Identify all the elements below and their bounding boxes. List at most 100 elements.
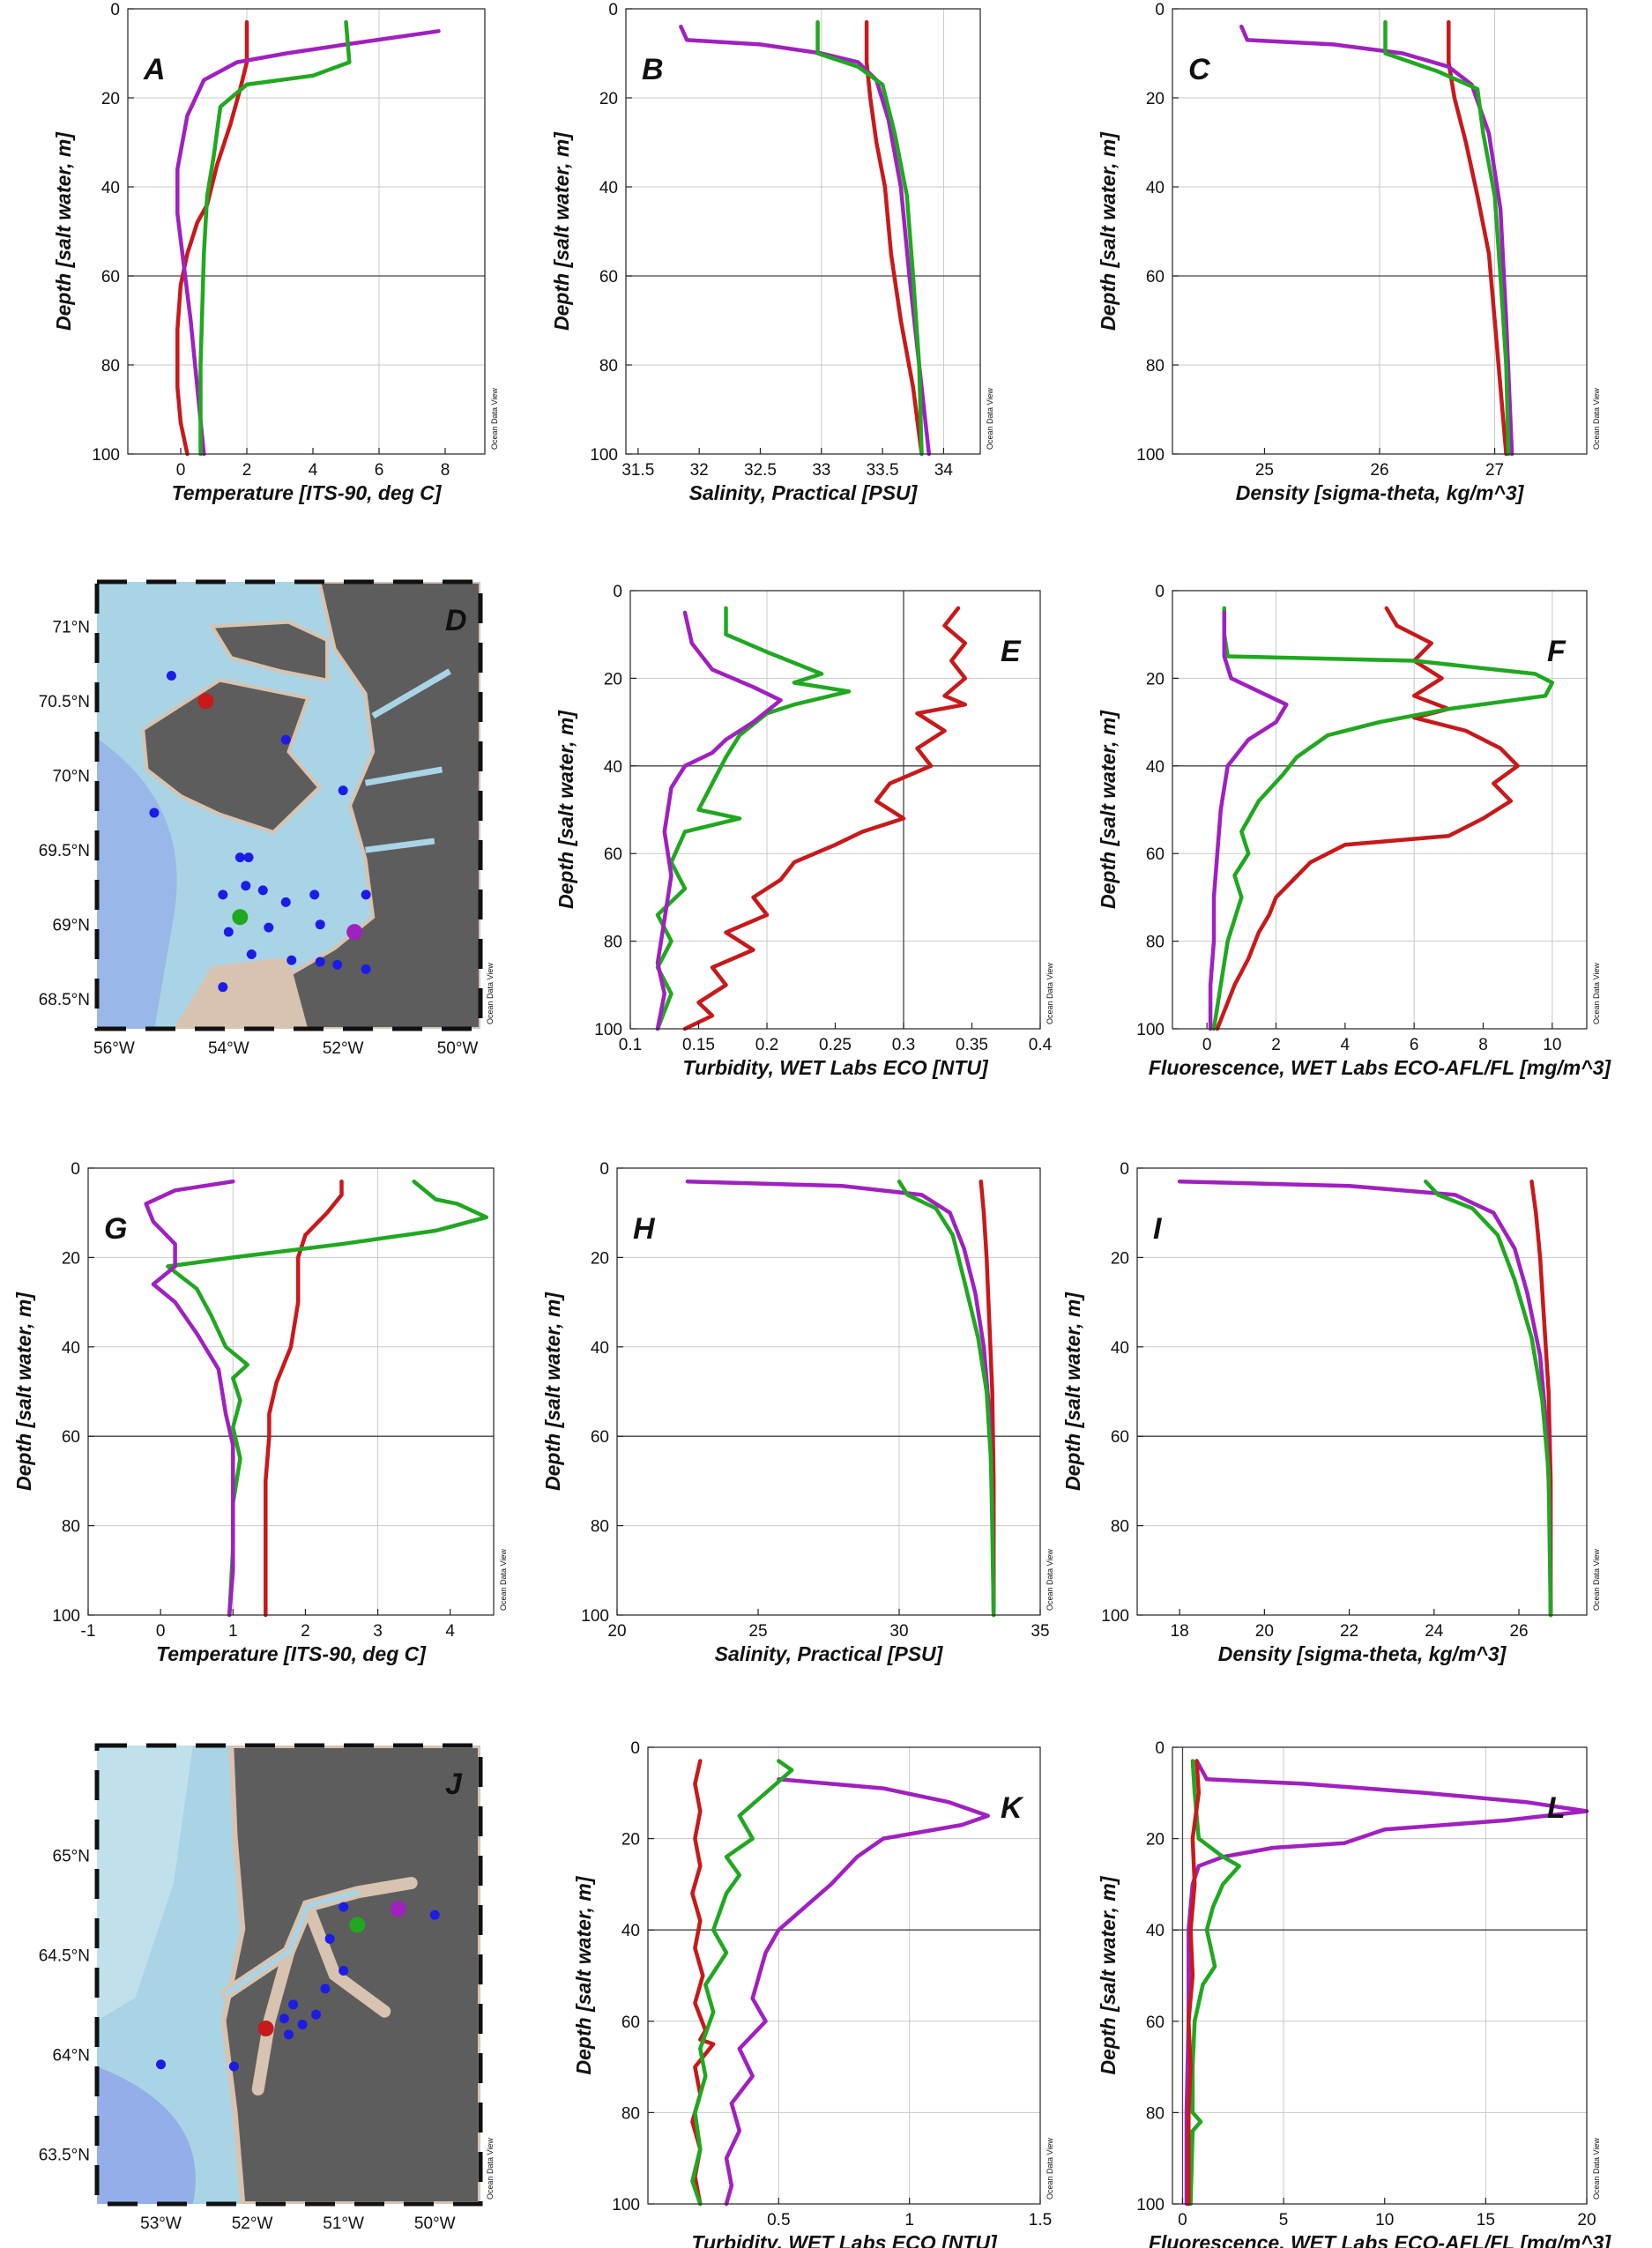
y-tick-label: 60 — [599, 268, 618, 287]
series-line-h-2 — [897, 1179, 996, 1618]
x-tick-label: 35 — [1031, 1622, 1049, 1641]
odv-label: Ocean Data View — [486, 963, 495, 1024]
x-tick-label: 26 — [1370, 461, 1388, 480]
x-tick-label: 32.5 — [744, 461, 777, 480]
station-marker-blue — [324, 1933, 335, 1944]
panel-letter: K — [1001, 1791, 1024, 1825]
plot-frame — [1172, 1746, 1588, 2205]
series-line-c-1 — [1239, 24, 1514, 457]
station-marker-blue — [241, 881, 251, 891]
x-tick-label: 26 — [1509, 1622, 1528, 1641]
x-tick-label: 0.15 — [682, 1036, 715, 1054]
y-tick-label: 60 — [1111, 1428, 1129, 1447]
station-marker-blue — [297, 2020, 308, 2030]
station-marker-blue — [218, 890, 228, 900]
series-line-a-0 — [175, 19, 249, 457]
y-tick-label: 20 — [604, 670, 622, 689]
station-marker-blue — [339, 1902, 349, 1912]
station-marker-blue — [264, 922, 274, 933]
x-tick-label: 0.5 — [767, 2211, 790, 2229]
x-tick-label: 33.5 — [867, 461, 899, 480]
station-marker-blue — [339, 1965, 349, 1976]
x-tick-label: 32 — [690, 461, 709, 480]
y-tick-label: 100 — [590, 446, 618, 465]
y-tick-label: 80 — [1146, 934, 1165, 952]
x-tick-label: 5 — [1279, 2211, 1289, 2229]
y-tick-label: 100 — [581, 1607, 609, 1626]
y-tick-label: 40 — [604, 758, 622, 777]
shallow-bank — [97, 1746, 193, 2021]
series-line-c-0 — [1447, 19, 1508, 457]
y-tick-label: 20 — [1146, 90, 1165, 108]
x-tick-label: 0.3 — [892, 1036, 915, 1054]
series-line-a-2 — [198, 19, 352, 457]
panel-letter: D — [445, 604, 467, 637]
x-tick-label: 0 — [156, 1622, 166, 1641]
station-marker-blue — [284, 2029, 294, 2040]
chart-panel-c: 25 26 27 0 20 40 60 80 100 Density [sigma-theta, … — [1097, 1, 1601, 504]
x-tick-label: 22 — [1340, 1622, 1358, 1641]
y-tick-label: 20 — [621, 1831, 640, 1850]
x-tick-label: 0 — [1178, 2211, 1187, 2229]
odv-label: Ocean Data View — [1046, 963, 1054, 1024]
odv-label: Ocean Data View — [486, 2138, 495, 2200]
latitude-label: 69.5°N — [39, 842, 90, 860]
chart-panel-k: 0.5 1 1.5 0 20 40 60 80 100 Turbidity, WET Labs E… — [572, 1739, 1054, 2248]
y-tick-label: 60 — [604, 845, 622, 864]
y-tick-label: 40 — [1146, 1922, 1165, 1940]
longitude-label: 50°W — [437, 1039, 479, 1058]
longitude-label: 52°W — [232, 2215, 273, 2233]
y-tick-label: 60 — [62, 1428, 80, 1447]
latitude-label: 69°N — [53, 917, 90, 935]
x-tick-label: 10 — [1543, 1036, 1561, 1054]
y-tick-label: 0 — [1155, 1, 1165, 19]
y-tick-label: 60 — [1146, 268, 1165, 287]
x-tick-label: 0.25 — [819, 1036, 852, 1054]
y-tick-label: 20 — [1111, 1249, 1129, 1268]
x-tick-label: 25 — [748, 1622, 767, 1641]
y-tick-label: 100 — [594, 1021, 622, 1039]
latitude-label: 70°N — [53, 768, 90, 786]
longitude-label: 56°W — [93, 1039, 135, 1058]
y-axis-title: Depth [salt water, m] — [1061, 1291, 1084, 1491]
x-tick-label: 0.1 — [619, 1036, 642, 1054]
station-marker-blue — [234, 852, 245, 863]
x-tick-label: 20 — [607, 1622, 626, 1641]
panel-letter: L — [1547, 1791, 1566, 1825]
latitude-label: 64°N — [53, 2046, 90, 2065]
map-content — [97, 582, 480, 1029]
x-tick-label: 8 — [441, 461, 450, 480]
mainland — [267, 582, 480, 1029]
y-tick-label: 40 — [1146, 179, 1165, 197]
deep-water — [97, 2066, 196, 2204]
x-tick-label: 8 — [1478, 1036, 1488, 1054]
y-axis-title: Depth [salt water, m] — [550, 131, 573, 331]
series-line-f-0 — [1215, 606, 1520, 1031]
station-marker-blue — [315, 957, 325, 967]
southern-coast — [174, 957, 309, 1029]
x-axis-title: Temperature [ITS-90, deg C] — [156, 1642, 427, 1665]
y-tick-label: 40 — [591, 1339, 609, 1358]
plot-frame — [127, 8, 486, 455]
x-tick-label: 33 — [812, 461, 830, 480]
series-line-k-0 — [690, 1759, 716, 2207]
chart-panel-i: 18 20 22 24 26 0 20 40 60 80 100 Density [sigma-the… — [1061, 1160, 1601, 1665]
series-line-a-1 — [175, 29, 441, 457]
y-tick-label: 80 — [604, 934, 622, 952]
series-line-l-1 — [1188, 1759, 1241, 2207]
station-marker-blue — [218, 982, 228, 993]
y-tick-label: 60 — [591, 1428, 609, 1447]
odv-label: Ocean Data View — [490, 388, 499, 450]
panel-letter: F — [1547, 635, 1566, 668]
series-line-i-2 — [1423, 1179, 1553, 1618]
y-axis-title: Depth [salt water, m] — [52, 131, 75, 331]
plot-frame — [647, 1746, 1041, 2205]
series-line-b-2 — [815, 19, 924, 457]
x-tick-label: 10 — [1375, 2211, 1394, 2229]
station-marker-blue — [311, 2009, 322, 2020]
y-tick-label: 100 — [1136, 2196, 1165, 2215]
x-axis-title: Density [sigma-theta, kg/m^3] — [1218, 1642, 1507, 1665]
